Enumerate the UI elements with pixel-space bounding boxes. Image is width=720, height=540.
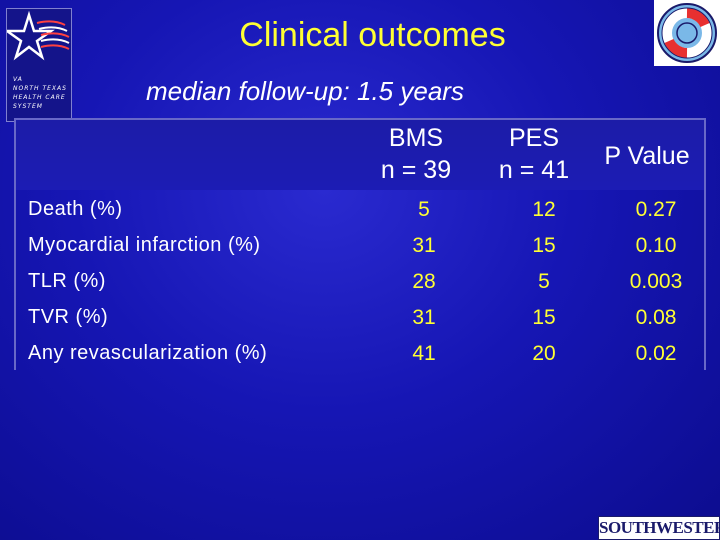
row-label: TVR (%): [28, 306, 109, 328]
column-header-pes: PES n = 41: [498, 124, 570, 184]
page-title: Clinical outcomes: [239, 16, 506, 54]
bms-value: 28: [412, 270, 436, 293]
pes-value: 15: [532, 306, 556, 329]
table-body: Death (%) 5 12 0.27 Myocardial infarctio…: [14, 190, 706, 370]
p-value: 0.10: [635, 234, 677, 257]
bms-value: 31: [412, 306, 436, 329]
bms-value: 41: [412, 342, 436, 365]
table-row: Any revascularization (%) 41 20 0.02: [28, 342, 708, 378]
table-row: TLR (%) 28 5 0.003: [28, 270, 708, 306]
table-row: TVR (%) 31 15 0.08: [28, 306, 708, 342]
southwestern-logo: SOUTHWESTERN: [598, 516, 720, 540]
p-value: 0.27: [635, 198, 677, 221]
star-flag-icon: [7, 10, 70, 61]
bms-value: 5: [418, 198, 430, 221]
table-row: Myocardial infarction (%) 31 15 0.10: [28, 234, 708, 270]
page-subtitle: median follow-up: 1.5 years: [146, 76, 464, 106]
pes-value: 15: [532, 234, 556, 257]
va-logo: VA NORTH TEXAS HEALTH CARE SYSTEM: [6, 8, 72, 122]
row-label: Myocardial infarction (%): [28, 234, 261, 256]
p-value: 0.003: [629, 270, 683, 293]
pes-value: 20: [532, 342, 556, 365]
logo-line: NORTH TEXAS: [13, 85, 67, 92]
logo-line: HEALTH CARE: [13, 94, 66, 101]
pes-value: 5: [538, 270, 550, 293]
logo-line: SYSTEM: [13, 103, 43, 110]
logo-line: VA: [13, 76, 23, 83]
column-header-bms: BMS n = 39: [380, 124, 452, 184]
column-header-p-value: P Value: [604, 142, 690, 170]
row-label: Any revascularization (%): [28, 342, 268, 364]
table-row: Death (%) 5 12 0.27: [28, 198, 708, 234]
pes-value: 12: [532, 198, 556, 221]
outcomes-table: BMS n = 39 PES n = 41 P Value Death (%) …: [14, 118, 706, 370]
bms-value: 31: [412, 234, 436, 257]
p-value: 0.08: [635, 306, 677, 329]
p-value: 0.02: [635, 342, 677, 365]
row-label: Death (%): [28, 198, 123, 220]
life-ring-icon: [657, 3, 717, 63]
row-label: TLR (%): [28, 270, 106, 292]
table-header: BMS n = 39 PES n = 41 P Value: [14, 118, 706, 190]
life-ring-logo: [654, 0, 720, 66]
